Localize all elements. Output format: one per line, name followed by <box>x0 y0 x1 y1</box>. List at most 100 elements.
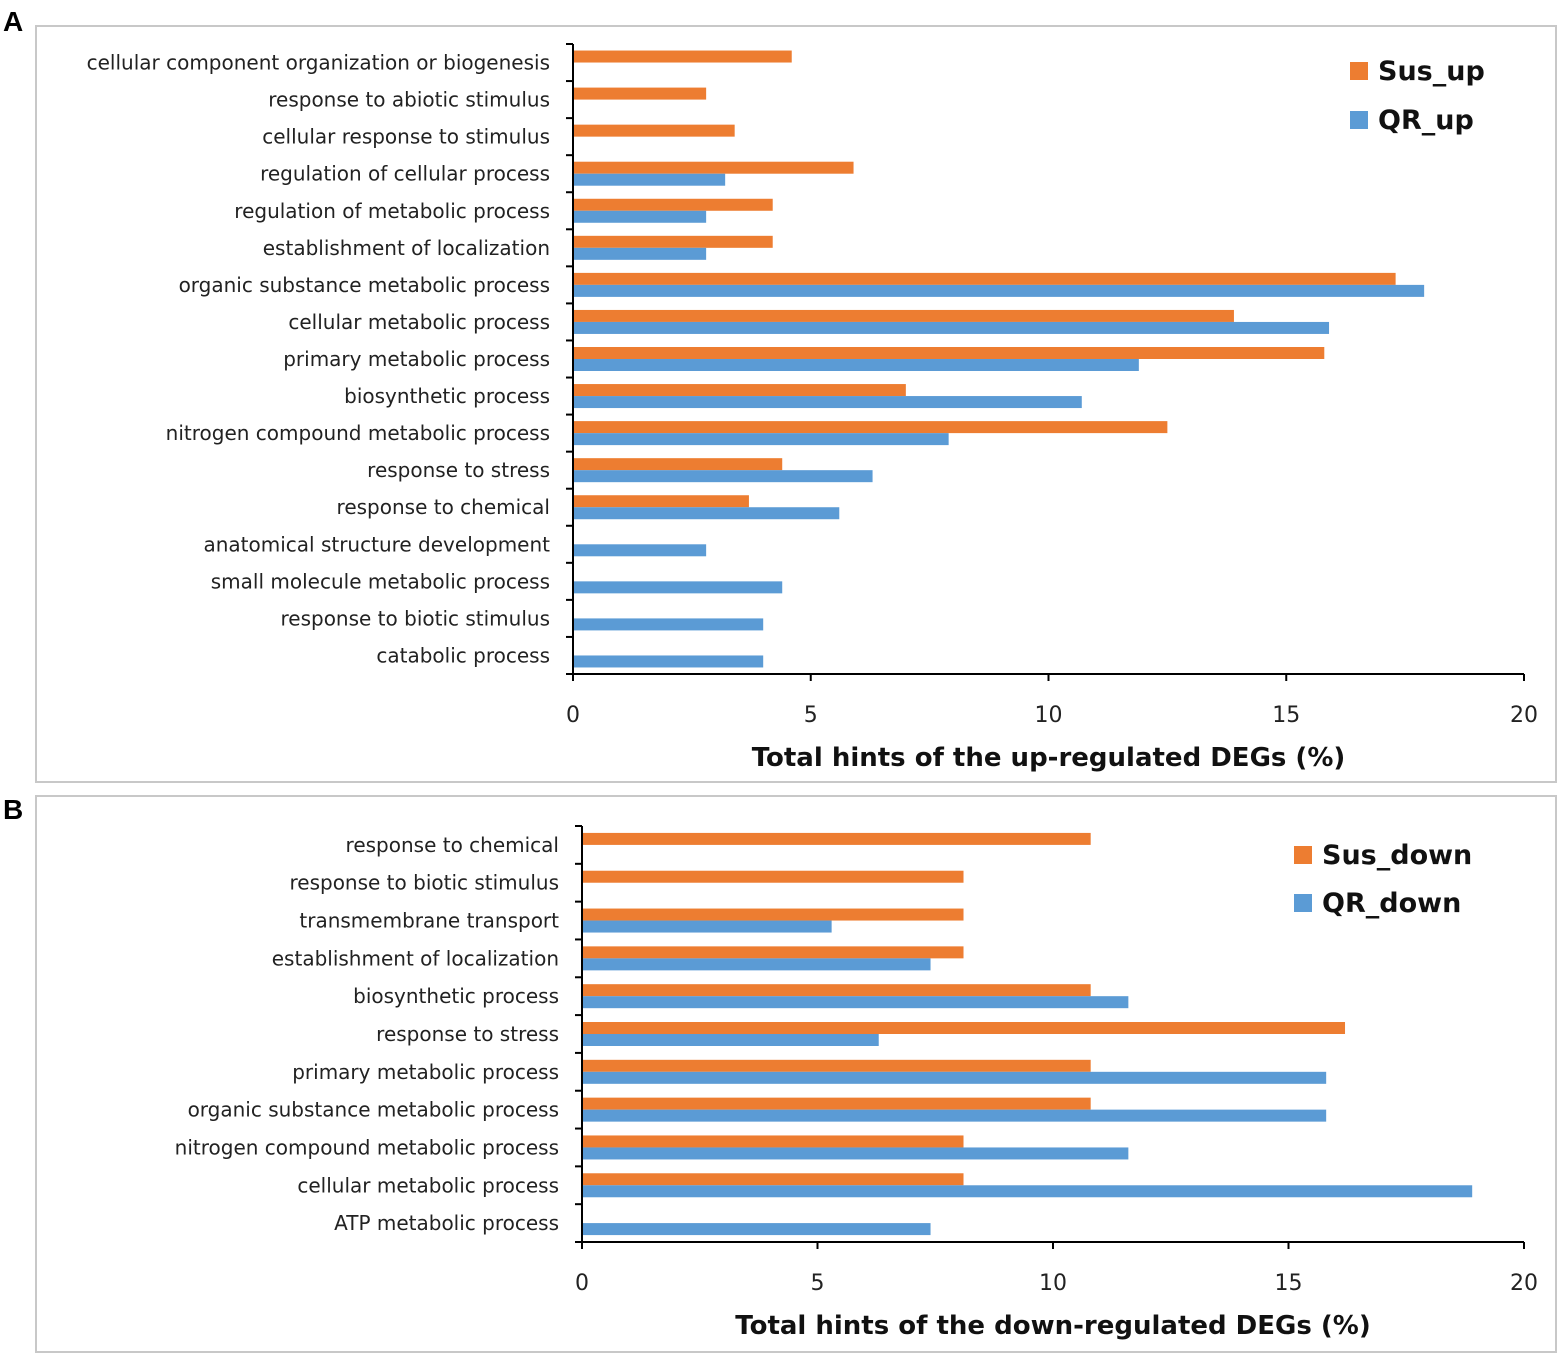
bar-qr-down-cellular-metabolic-process <box>582 1185 1473 1198</box>
category-label: response to chemical <box>346 833 559 857</box>
category-label: response to stress <box>376 1022 559 1046</box>
bar-qr-down-transmembrane-transport <box>582 920 832 933</box>
x-tick-label: 10 <box>1039 1271 1067 1296</box>
bar-sus-up-organic-substance-metabolic-process <box>573 272 1396 285</box>
category-label: response to abiotic stimulus <box>268 88 550 112</box>
bar-qr-up-anatomical-structure-development <box>573 544 707 557</box>
category-label: organic substance metabolic process <box>188 1098 559 1122</box>
chart-panel-b: response to chemical response to biotic s… <box>35 795 1557 1353</box>
bar-qr-up-regulation-of-cellular-process <box>573 173 726 186</box>
bar-sus-down-response-to-chemical <box>582 832 1091 845</box>
category-label: anatomical structure development <box>203 532 550 556</box>
category-label: establishment of localization <box>263 236 550 260</box>
x-tick-label: 5 <box>811 1271 825 1296</box>
category-label: biosynthetic process <box>353 984 559 1008</box>
category-label: regulation of metabolic process <box>234 199 550 223</box>
category-label: response to biotic stimulus <box>280 606 550 630</box>
bar-qr-down-response-to-stress <box>582 1034 879 1046</box>
bar-sus-up-cellular-metabolic-process <box>573 309 1234 322</box>
bar-sus-up-establishment-of-localization <box>573 235 773 248</box>
bar-sus-down-organic-substance-metabolic-process <box>582 1097 1091 1110</box>
bar-sus-down-transmembrane-transport <box>582 908 964 921</box>
bar-sus-up-nitrogen-compound-metabolic-process <box>573 421 1168 434</box>
category-label: cellular metabolic process <box>297 1173 559 1197</box>
x-tick-label: 5 <box>804 703 818 728</box>
bar-sus-down-response-to-stress <box>582 1022 1346 1034</box>
legend-label-sus-down: Sus_down <box>1322 840 1472 871</box>
panel-frame <box>35 795 1557 1353</box>
bar-sus-up-response-to-stress <box>573 458 783 471</box>
x-tick-label: 20 <box>1510 1271 1538 1296</box>
legend-swatch-qr-up <box>1350 111 1368 129</box>
bar-qr-down-establishment-of-localization <box>582 958 931 971</box>
legend-label-qr-down: QR_down <box>1322 888 1461 919</box>
bar-sus-down-cellular-metabolic-process <box>582 1173 964 1186</box>
bar-qr-down-nitrogen-compound-metabolic-process <box>582 1147 1129 1160</box>
category-label: regulation of cellular process <box>260 162 550 186</box>
bar-qr-up-response-to-stress <box>573 470 873 483</box>
category-label: transmembrane transport <box>299 909 559 933</box>
category-label: catabolic process <box>376 643 550 667</box>
bar-sus-down-response-to-biotic-stimulus <box>582 870 964 883</box>
category-label: nitrogen compound metabolic process <box>175 1135 559 1159</box>
bar-qr-up-primary-metabolic-process <box>573 359 1139 371</box>
bar-sus-up-cellular-response-to-stimulus <box>573 124 735 137</box>
bar-sus-up-biosynthetic-process <box>573 384 906 397</box>
bar-sus-down-biosynthetic-process <box>582 984 1091 997</box>
category-label: primary metabolic process <box>292 1060 559 1084</box>
x-tick-label: 0 <box>566 703 580 728</box>
x-tick-label: 15 <box>1275 1271 1303 1296</box>
bar-qr-up-response-to-chemical <box>573 507 840 520</box>
bar-sus-up-response-to-abiotic-stimulus <box>573 87 707 100</box>
category-label: response to stress <box>367 458 550 482</box>
category-label: response to chemical <box>337 495 550 519</box>
bar-qr-up-small-molecule-metabolic-process <box>573 581 783 594</box>
category-label: organic substance metabolic process <box>179 273 550 297</box>
category-label: ATP metabolic process <box>334 1211 559 1235</box>
bar-qr-up-regulation-of-metabolic-process <box>573 210 707 223</box>
bar-qr-up-establishment-of-localization <box>573 247 707 260</box>
bar-qr-down-biosynthetic-process <box>582 996 1129 1009</box>
category-label: establishment of localization <box>272 946 559 970</box>
category-label: biosynthetic process <box>344 384 550 408</box>
bar-sus-up-regulation-of-metabolic-process <box>573 198 773 211</box>
x-tick-label: 15 <box>1272 703 1300 728</box>
legend-swatch-sus-down <box>1294 846 1312 864</box>
panel-frame <box>35 25 1557 783</box>
chart-panel-a: cellular component organization or bioge… <box>35 25 1557 783</box>
bar-qr-up-biosynthetic-process <box>573 396 1082 409</box>
bar-qr-up-nitrogen-compound-metabolic-process <box>573 433 949 446</box>
bar-qr-down-primary-metabolic-process <box>582 1071 1327 1084</box>
category-label: cellular metabolic process <box>288 310 550 334</box>
bar-sus-down-nitrogen-compound-metabolic-process <box>582 1135 964 1148</box>
bar-qr-down-organic-substance-metabolic-process <box>582 1109 1327 1122</box>
bar-qr-up-catabolic-process <box>573 655 764 668</box>
x-tick-label: 0 <box>575 1271 589 1296</box>
legend-label-qr-up: QR_up <box>1378 105 1474 136</box>
legend-swatch-qr-down <box>1294 894 1312 912</box>
bar-sus-up-regulation-of-cellular-process <box>573 161 854 174</box>
category-label: cellular component organization or bioge… <box>87 51 550 75</box>
category-label: primary metabolic process <box>283 347 550 371</box>
legend-label-sus-up: Sus_up <box>1378 56 1485 87</box>
x-tick-label: 20 <box>1510 703 1538 728</box>
bar-sus-up-response-to-chemical <box>573 495 749 508</box>
x-tick-label: 10 <box>1035 703 1063 728</box>
panel-a-letter: A <box>3 6 24 37</box>
bar-qr-up-cellular-metabolic-process <box>573 321 1330 334</box>
category-label: nitrogen compound metabolic process <box>166 421 550 445</box>
bar-sus-down-primary-metabolic-process <box>582 1059 1091 1072</box>
category-label: response to biotic stimulus <box>289 871 559 895</box>
x-axis-title: Total hints of the down-regulated DEGs (… <box>735 1311 1370 1341</box>
bar-qr-up-response-to-biotic-stimulus <box>573 618 764 631</box>
panel-b-letter: B <box>3 794 24 825</box>
category-label: cellular response to stimulus <box>262 125 550 149</box>
bar-qr-down-atp-metabolic-process <box>582 1223 931 1236</box>
bar-sus-up-cellular-component-organization-or-biogenesis <box>573 50 792 63</box>
bar-qr-up-organic-substance-metabolic-process <box>573 284 1425 297</box>
bar-sus-up-primary-metabolic-process <box>573 347 1325 359</box>
legend-swatch-sus-up <box>1350 62 1368 80</box>
category-label: small molecule metabolic process <box>211 569 550 593</box>
x-axis-title: Total hints of the up-regulated DEGs (%) <box>752 743 1346 773</box>
